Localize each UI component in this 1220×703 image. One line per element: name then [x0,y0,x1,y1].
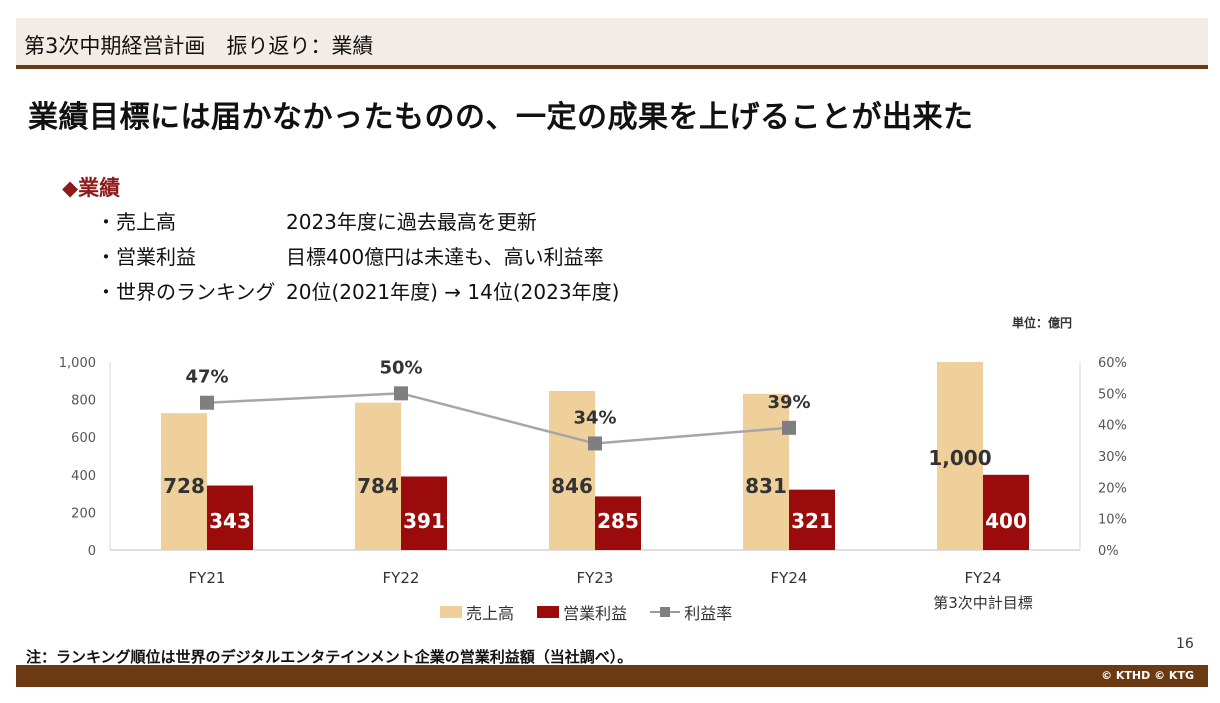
data-label-margin: 47% [185,367,228,388]
y-right-tick-label: 30% [1098,450,1127,465]
bar-operating-profit [401,476,447,550]
summary-label: ・売上高 [96,210,176,234]
data-label-sales: 1,000 [928,446,991,470]
y-left-tick-label: 200 [71,506,96,521]
data-label-margin: 34% [573,407,616,428]
x-tick-sublabel: 第3次中計目標 [933,594,1033,610]
bar-operating-profit [595,496,641,550]
y-right-tick-label: 10% [1098,513,1127,528]
summary-text: 目標400億円は未達も、高い利益率 [286,245,604,269]
x-tick-label: FY23 [577,569,614,587]
data-label-sales: 831 [745,474,787,498]
x-tick-label: FY24 [771,569,808,587]
bar-operating-profit [207,485,253,550]
header-band [16,18,1208,65]
header-divider [16,65,1208,69]
marker-margin [588,436,602,451]
performance-chart: 0 200 400 600 800 1,000 0% 10% 20% 30% 40% 50% 60% 72… [59,356,1127,610]
legend-swatch-sales [440,606,462,618]
y-left-tick-label: 400 [71,469,96,484]
legend-item-profit: 営業利益 [537,600,627,624]
unit-note: 単位：億円 [1012,316,1073,330]
bar-sales [743,393,789,550]
data-label-margin: 39% [767,392,810,413]
section-heading: ◆業績 [62,176,121,200]
bar-sales [549,390,595,550]
y-right-tick-label: 0% [1098,544,1119,559]
legend-swatch-profit [537,606,560,618]
legend-label: 売上高 [466,604,515,623]
series-line-margin [206,392,790,445]
data-label-operating-profit: 400 [985,509,1027,533]
data-label-operating-profit: 343 [209,509,251,533]
data-label-operating-profit: 285 [597,509,639,533]
y-left-tick-label: 0 [88,544,96,559]
summary-label: ・営業利益 [96,245,196,269]
x-tick-label: FY22 [383,569,420,587]
bar-sales [161,413,207,550]
y-right-tick-label: 60% [1098,356,1127,371]
legend-label: 利益率 [684,604,733,623]
legend-label: 営業利益 [563,604,628,623]
legend-item-sales: 売上高 [440,600,514,624]
footnote: 注：ランキング順位は世界のデジタルエンタテインメント企業の営業利益額（当社調べ）… [26,648,633,666]
legend-item-margin: 利益率 [650,600,732,624]
summary-row-ranking: ・世界のランキング 20位(2021年度) → 14位(2023年度) [96,276,619,305]
data-label-sales: 846 [551,474,593,498]
y-right-tick-label: 50% [1098,387,1127,402]
data-label-sales: 784 [357,474,399,498]
summary-label: ・世界のランキング [96,280,276,304]
bar-sales [937,362,983,550]
chart-legend: 売上高 営業利益 利益率 [440,600,750,624]
y-right-tick-label: 20% [1098,481,1127,496]
summary-text: 20位(2021年度) → 14位(2023年度) [286,280,620,304]
page-number: 16 [1176,636,1194,652]
x-tick-label: FY21 [189,569,226,587]
copyright: © KTHD © KTG [1101,669,1194,682]
data-label-margin: 50% [379,357,422,378]
marker-margin [200,395,214,410]
data-label-operating-profit: 321 [791,509,833,533]
marker-margin [782,420,796,435]
bar-operating-profit [789,489,835,550]
data-label-sales: 728 [163,474,205,498]
summary-row-sales: ・売上高 2023年度に過去最高を更新 [96,206,537,235]
summary-text: 2023年度に過去最高を更新 [286,210,537,234]
legend-swatch-margin [650,606,681,618]
marker-margin [394,386,408,401]
x-tick-label: FY24 [965,569,1002,587]
bar-sales [355,402,401,550]
data-label-operating-profit: 391 [403,509,445,533]
y-left-tick-label: 800 [71,394,96,409]
headline: 業績目標には届かなかったものの、一定の成果を上げることが出来た [28,100,974,135]
summary-row-profit: ・営業利益 目標400億円は未達も、高い利益率 [96,241,604,270]
page-title: 第3次中期経営計画 振り返り：業績 [24,34,374,58]
footer-bar: © KTHD © KTG [16,665,1208,687]
y-left-tick-label: 600 [71,431,96,446]
y-left-tick-label: 1,000 [59,356,96,371]
y-right-tick-label: 40% [1098,419,1127,434]
bar-operating-profit [983,474,1029,550]
